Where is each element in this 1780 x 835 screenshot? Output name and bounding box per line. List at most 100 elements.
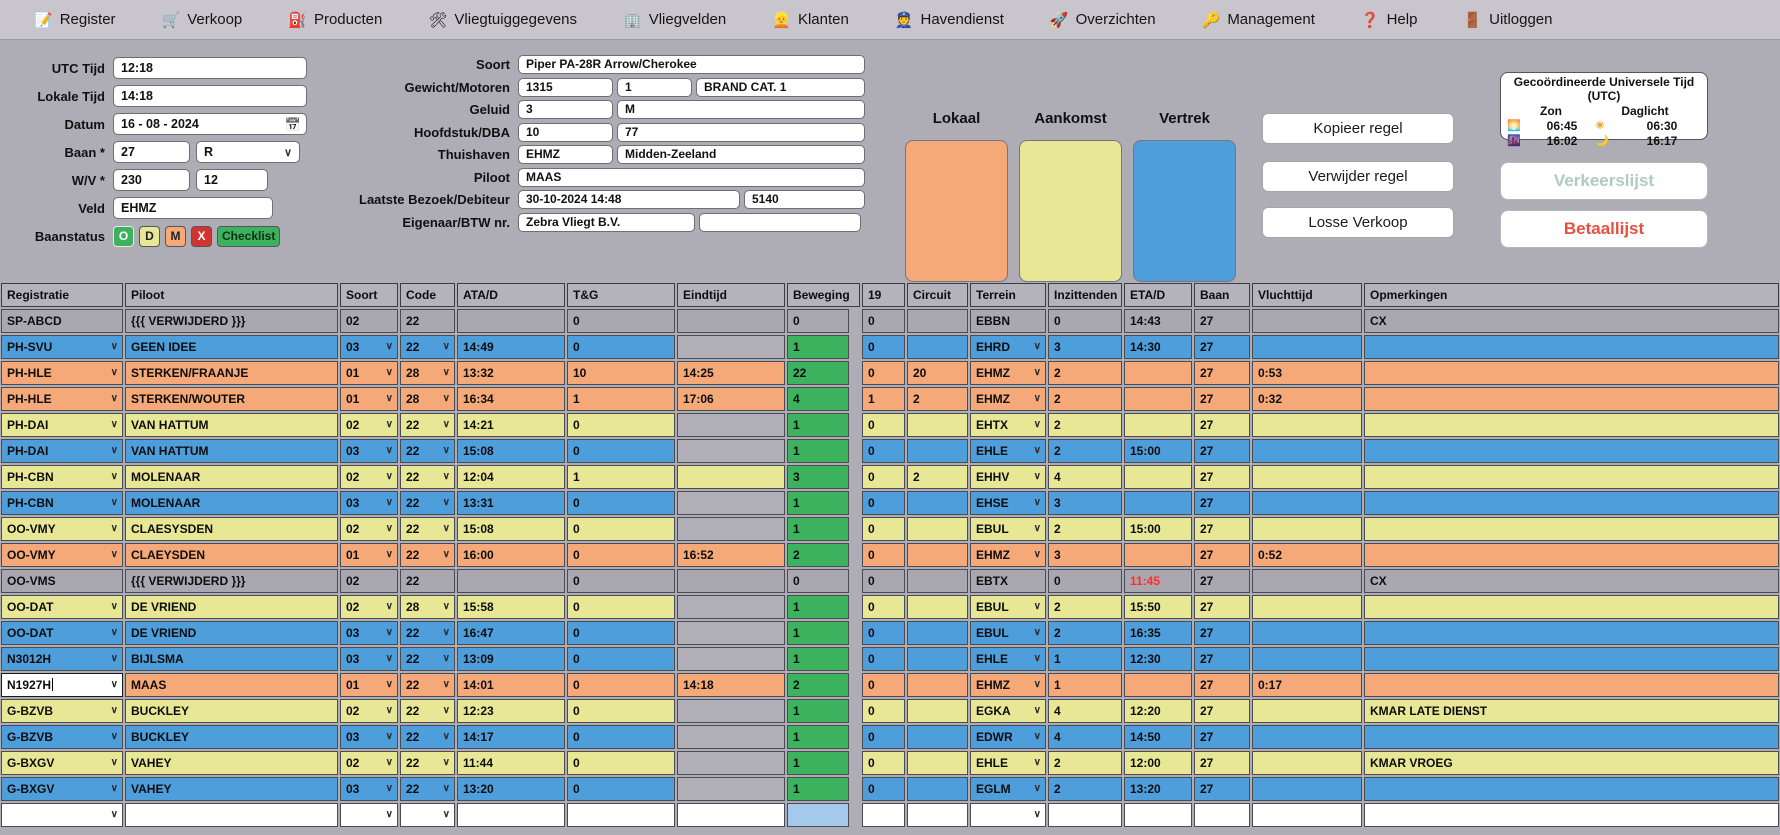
cell-piloot[interactable]: STERKEN/WOUTER <box>125 387 338 411</box>
cell-19[interactable]: 0 <box>862 751 905 775</box>
cell-code[interactable]: 28 ∨ <box>400 361 455 385</box>
cell-soort[interactable]: 03 ∨ <box>340 621 398 645</box>
cell-piloot[interactable]: CLAESYSDEN <box>125 517 338 541</box>
cell-opmerkingen[interactable] <box>1364 413 1779 437</box>
cell-t-g[interactable]: 0 <box>567 413 675 437</box>
cell-piloot[interactable]: STERKEN/FRAANJE <box>125 361 338 385</box>
losse-verkoop-button[interactable]: Losse Verkoop <box>1262 207 1454 238</box>
cell-circuit[interactable] <box>907 569 968 593</box>
cell-registratie[interactable]: PH-HLE ∨ <box>1 387 123 411</box>
cell-terrein[interactable]: EGLM ∨ <box>970 777 1046 801</box>
cell-vluchttijd[interactable] <box>1252 777 1362 801</box>
cell-piloot[interactable]: VAHEY <box>125 777 338 801</box>
lokale-tijd-field[interactable]: 14:18 <box>113 85 307 107</box>
cell-ata-d[interactable]: 14:01 <box>457 673 565 697</box>
cell-terrein[interactable]: EHLE ∨ <box>970 751 1046 775</box>
cell-code[interactable]: 22 ∨ <box>400 647 455 671</box>
cell-soort[interactable]: 02 <box>340 309 398 333</box>
cell-eindtijd[interactable] <box>677 621 785 645</box>
cell-registratie[interactable]: ∨ <box>1 803 123 827</box>
cell-piloot[interactable]: BUCKLEY <box>125 725 338 749</box>
cell-soort[interactable]: 01 ∨ <box>340 361 398 385</box>
cell-eta-d[interactable]: 15:00 <box>1124 517 1192 541</box>
cell-inzittenden[interactable]: 3 <box>1048 543 1122 567</box>
cell-inzittenden[interactable]: 2 <box>1048 439 1122 463</box>
cell-ata-d[interactable]: 15:58 <box>457 595 565 619</box>
cell-code[interactable]: 22 ∨ <box>400 517 455 541</box>
status-d-button[interactable]: D <box>139 225 160 247</box>
cell-baan[interactable] <box>1194 803 1250 827</box>
cell-soort[interactable]: 02 ∨ <box>340 517 398 541</box>
cell-t-g[interactable]: 0 <box>567 647 675 671</box>
cell-vluchttijd[interactable] <box>1252 595 1362 619</box>
cell-circuit[interactable] <box>907 699 968 723</box>
cell-soort[interactable]: 01 ∨ <box>340 387 398 411</box>
aankomst-box[interactable] <box>1019 140 1122 282</box>
geluid-klasse-field[interactable]: M <box>617 100 865 119</box>
cell-registratie[interactable]: G-BXGV ∨ <box>1 751 123 775</box>
cell-soort[interactable]: 03 ∨ <box>340 777 398 801</box>
cell-t-g[interactable]: 0 <box>567 621 675 645</box>
cell-eindtijd[interactable] <box>677 439 785 463</box>
cell-19[interactable]: 0 <box>862 595 905 619</box>
cell-vluchttijd[interactable] <box>1252 803 1362 827</box>
cell-vluchttijd[interactable] <box>1252 491 1362 515</box>
cell-terrein[interactable]: EHLE ∨ <box>970 439 1046 463</box>
menu-item-help[interactable]: ❓ Help <box>1361 11 1418 29</box>
cell-baan[interactable]: 27 <box>1194 569 1250 593</box>
cell-vluchttijd[interactable] <box>1252 725 1362 749</box>
cell-beweging[interactable]: 3 <box>787 465 860 489</box>
cell-piloot[interactable]: BUCKLEY <box>125 699 338 723</box>
cell-ata-d[interactable]: 13:20 <box>457 777 565 801</box>
brandcat-field[interactable]: BRAND CAT. 1 <box>696 77 865 97</box>
cell-t-g[interactable]: 0 <box>567 777 675 801</box>
cell-19[interactable]: 0 <box>862 517 905 541</box>
cell-soort[interactable]: 03 ∨ <box>340 335 398 359</box>
cell-eindtijd[interactable] <box>677 803 785 827</box>
cell-registratie[interactable]: PH-SVU ∨ <box>1 335 123 359</box>
cell-eindtijd[interactable] <box>677 725 785 749</box>
cell-beweging[interactable]: 1 <box>787 413 860 437</box>
cell-19[interactable]: 0 <box>862 543 905 567</box>
cell-eindtijd[interactable]: 14:18 <box>677 673 785 697</box>
cell-ata-d[interactable]: 14:21 <box>457 413 565 437</box>
cell-baan[interactable]: 27 <box>1194 491 1250 515</box>
cell-circuit[interactable] <box>907 335 968 359</box>
menu-item-producten[interactable]: ⛽ Producten <box>288 11 382 29</box>
cell-ata-d[interactable]: 12:23 <box>457 699 565 723</box>
cell-baan[interactable]: 27 <box>1194 647 1250 671</box>
cell-soort[interactable]: 02 ∨ <box>340 751 398 775</box>
cell-t-g[interactable]: 0 <box>567 699 675 723</box>
cell-eindtijd[interactable] <box>677 517 785 541</box>
cell-vluchttijd[interactable] <box>1252 465 1362 489</box>
cell-code[interactable]: 22 ∨ <box>400 491 455 515</box>
cell-vluchttijd[interactable]: 0:52 <box>1252 543 1362 567</box>
cell-opmerkingen[interactable] <box>1364 543 1779 567</box>
cell-ata-d[interactable] <box>457 309 565 333</box>
gewicht-field[interactable]: 1315 <box>518 77 613 97</box>
cell-baan[interactable]: 27 <box>1194 361 1250 385</box>
cell-registratie[interactable]: PH-CBN ∨ <box>1 465 123 489</box>
cell-code[interactable]: 22 ∨ <box>400 465 455 489</box>
cell-registratie[interactable]: OO-DAT ∨ <box>1 621 123 645</box>
cell-19[interactable]: 0 <box>862 673 905 697</box>
cell-eta-d[interactable]: 14:50 <box>1124 725 1192 749</box>
cell-terrein[interactable]: EBUL ∨ <box>970 595 1046 619</box>
cell-beweging[interactable]: 2 <box>787 543 860 567</box>
cell-inzittenden[interactable]: 4 <box>1048 725 1122 749</box>
menu-item-register[interactable]: 📝 Register <box>34 11 116 29</box>
cell-registratie[interactable]: N3012H ∨ <box>1 647 123 671</box>
cell-terrein[interactable]: EHLE ∨ <box>970 647 1046 671</box>
cell-opmerkingen[interactable]: KMAR LATE DIENST <box>1364 699 1779 723</box>
status-m-button[interactable]: M <box>165 225 186 247</box>
cell-registratie[interactable]: G-BZVB ∨ <box>1 699 123 723</box>
cell-baan[interactable]: 27 <box>1194 465 1250 489</box>
cell-t-g[interactable]: 0 <box>567 751 675 775</box>
cell-opmerkingen[interactable] <box>1364 387 1779 411</box>
cell-opmerkingen[interactable] <box>1364 335 1779 359</box>
cell-beweging[interactable]: 1 <box>787 725 860 749</box>
piloot-field[interactable]: MAAS <box>518 167 865 187</box>
cell-beweging[interactable]: 0 <box>787 309 860 333</box>
menu-item-uitloggen[interactable]: 🚪 Uitloggen <box>1463 11 1552 29</box>
checklist-button[interactable]: Checklist <box>217 225 281 247</box>
